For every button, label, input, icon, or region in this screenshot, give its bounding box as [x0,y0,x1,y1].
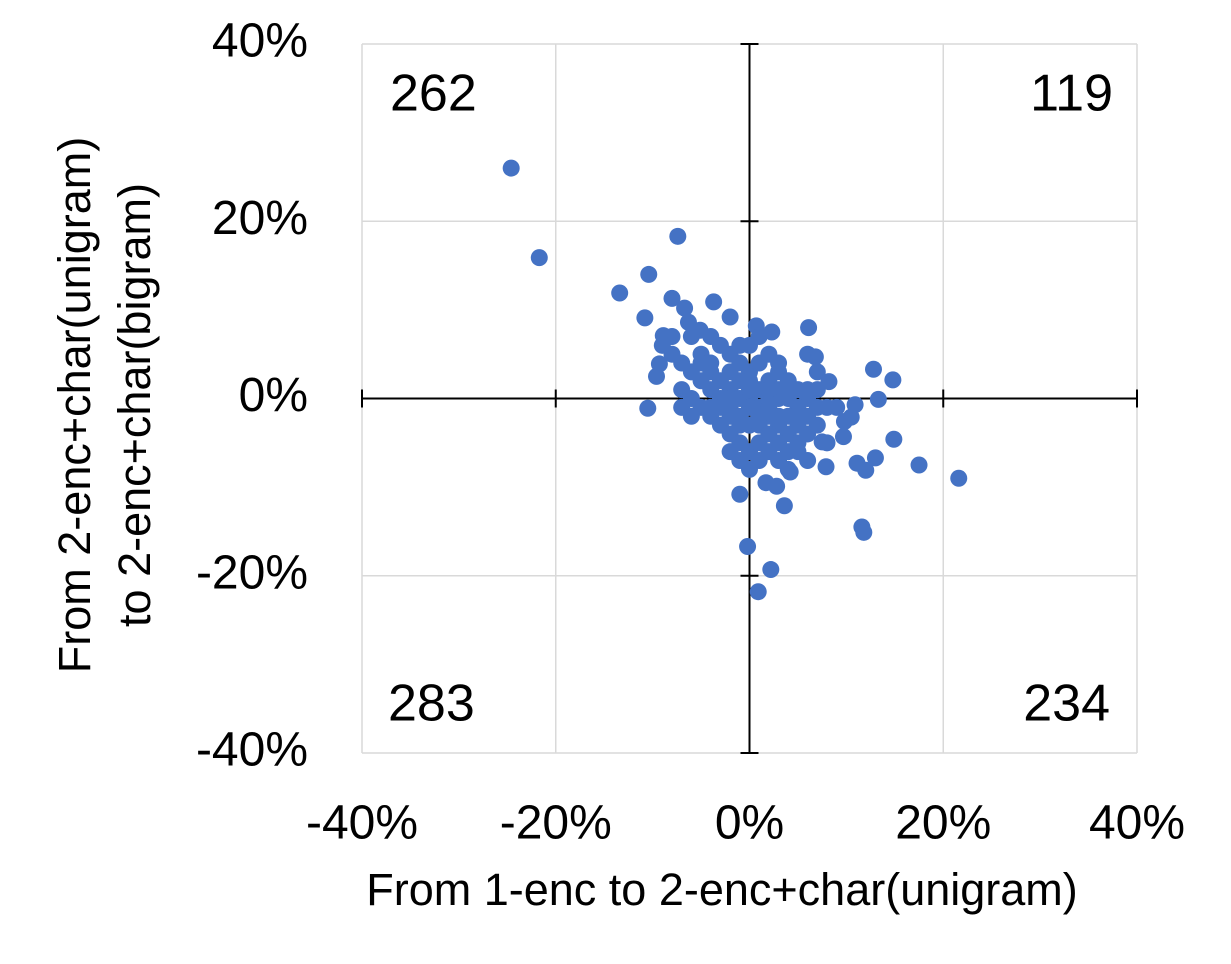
point [702,398,720,416]
point [800,319,818,337]
quadrant-count: 262 [390,65,477,123]
point [639,399,657,417]
y-tick-label: 40% [212,15,308,68]
point [828,398,846,416]
point [885,430,903,448]
point [750,327,768,345]
point [789,443,807,461]
point [663,327,681,345]
point [739,538,757,556]
point [731,336,749,354]
y-tick-label: -20% [196,546,308,599]
x-tick-label: -40% [306,797,418,850]
point [768,477,786,495]
point [721,443,739,461]
x-tick-label: -20% [500,797,612,850]
point [762,561,780,579]
point [741,398,758,416]
point [611,284,629,302]
point [760,425,778,443]
point [770,407,788,425]
x-axis-title: From 1-enc to 2-enc+char(unigram) [366,864,1078,915]
point [721,390,739,407]
y-tick-label: 20% [212,192,308,245]
point [502,159,520,177]
point [866,449,884,467]
point [835,413,853,431]
point [731,485,749,503]
point [673,398,691,416]
point [857,461,875,479]
point [692,354,710,372]
y-tick-label: 0% [239,369,308,422]
point [760,381,778,399]
x-tick-label: 20% [895,797,991,850]
point [749,583,767,601]
point [669,227,687,245]
point [636,309,654,327]
point [679,313,697,331]
y-tick-label: -40% [196,724,308,777]
point [530,249,548,267]
point [702,327,720,345]
point [789,407,807,425]
point [663,289,681,307]
point [673,381,691,399]
point [779,390,797,407]
point [640,265,658,283]
point [741,381,758,399]
point [834,428,852,446]
point [721,407,739,425]
y-axis-title: From 2-enc+char(unigram) [49,137,100,673]
point [818,434,836,452]
y-axis-title: to 2-enc+char(bigram) [109,183,160,627]
point [817,458,835,476]
point [855,523,873,541]
point [705,293,723,311]
point [682,327,700,345]
point [779,460,797,478]
point [884,371,902,389]
point [676,299,694,317]
point [910,456,928,474]
point [721,308,739,326]
point [650,355,668,373]
point [770,354,788,372]
point [865,360,882,378]
point [950,469,968,487]
x-tick-label: 0% [715,797,784,850]
point [799,345,817,363]
point [741,460,758,478]
point [775,497,793,515]
point [869,390,887,408]
point [808,381,826,399]
point [808,363,826,381]
point [846,396,864,414]
quadrant-count: 234 [1023,675,1110,733]
quadrant-count: 283 [388,675,475,733]
quadrant-count: 119 [1030,65,1113,123]
x-tick-label: 40% [1089,797,1185,850]
